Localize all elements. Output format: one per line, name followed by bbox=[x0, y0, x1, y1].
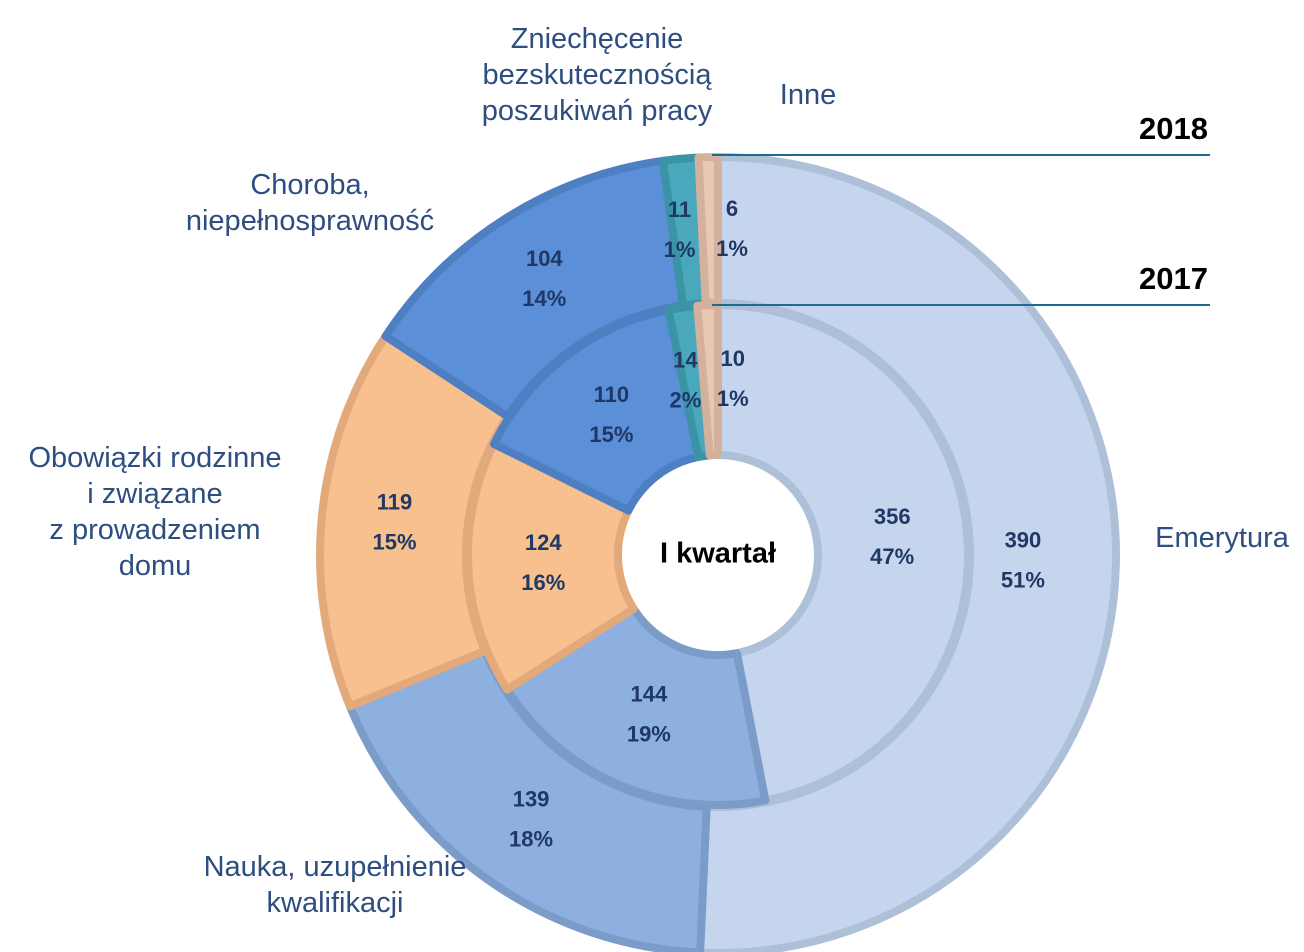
donut-slice bbox=[464, 440, 638, 694]
donut-slice bbox=[714, 301, 972, 805]
donut-slice bbox=[694, 153, 722, 308]
data-label: 390 bbox=[1005, 528, 1042, 553]
donut-slice bbox=[693, 301, 722, 460]
data-label: 16% bbox=[521, 570, 565, 595]
data-label: 1% bbox=[664, 237, 696, 262]
data-label: 1% bbox=[717, 386, 749, 411]
data-label: 10 bbox=[721, 346, 745, 371]
data-label: 144 bbox=[630, 682, 667, 707]
data-label: 139 bbox=[513, 787, 550, 812]
data-label: 14 bbox=[673, 348, 698, 373]
category-label: Inne bbox=[779, 79, 837, 111]
data-label: 104 bbox=[526, 246, 563, 271]
category-label: Zniechęcenie bezskutecznością poszukiwań… bbox=[481, 23, 713, 127]
data-label: 51% bbox=[1001, 568, 1045, 593]
data-label: 19% bbox=[627, 722, 671, 747]
category-label: Choroba, niepełnosprawność bbox=[185, 169, 435, 237]
data-label: 356 bbox=[874, 504, 911, 529]
data-label: 2% bbox=[670, 388, 702, 413]
donut-slice bbox=[489, 305, 703, 515]
data-label: 14% bbox=[522, 286, 566, 311]
category-label: Emerytura bbox=[1155, 522, 1289, 554]
series-label: 2018 bbox=[1139, 111, 1208, 146]
category-label: Obowiązki rodzinne i związane z prowadze… bbox=[28, 442, 282, 582]
series-label: 2017 bbox=[1139, 261, 1208, 296]
data-label: 18% bbox=[509, 827, 553, 852]
data-label: 15% bbox=[372, 530, 416, 555]
data-label: 47% bbox=[870, 544, 914, 569]
data-label: 119 bbox=[377, 490, 413, 515]
data-label: 6 bbox=[726, 196, 738, 221]
data-label: 124 bbox=[525, 530, 562, 555]
center-label: I kwartał bbox=[660, 538, 776, 570]
category-label: Nauka, uzupełnienie kwalifikacji bbox=[203, 851, 467, 919]
data-label: 11 bbox=[668, 197, 691, 222]
donut-slice bbox=[503, 604, 770, 809]
data-label: 15% bbox=[589, 422, 633, 447]
data-label: 110 bbox=[594, 382, 630, 407]
data-label: 1% bbox=[716, 236, 748, 261]
